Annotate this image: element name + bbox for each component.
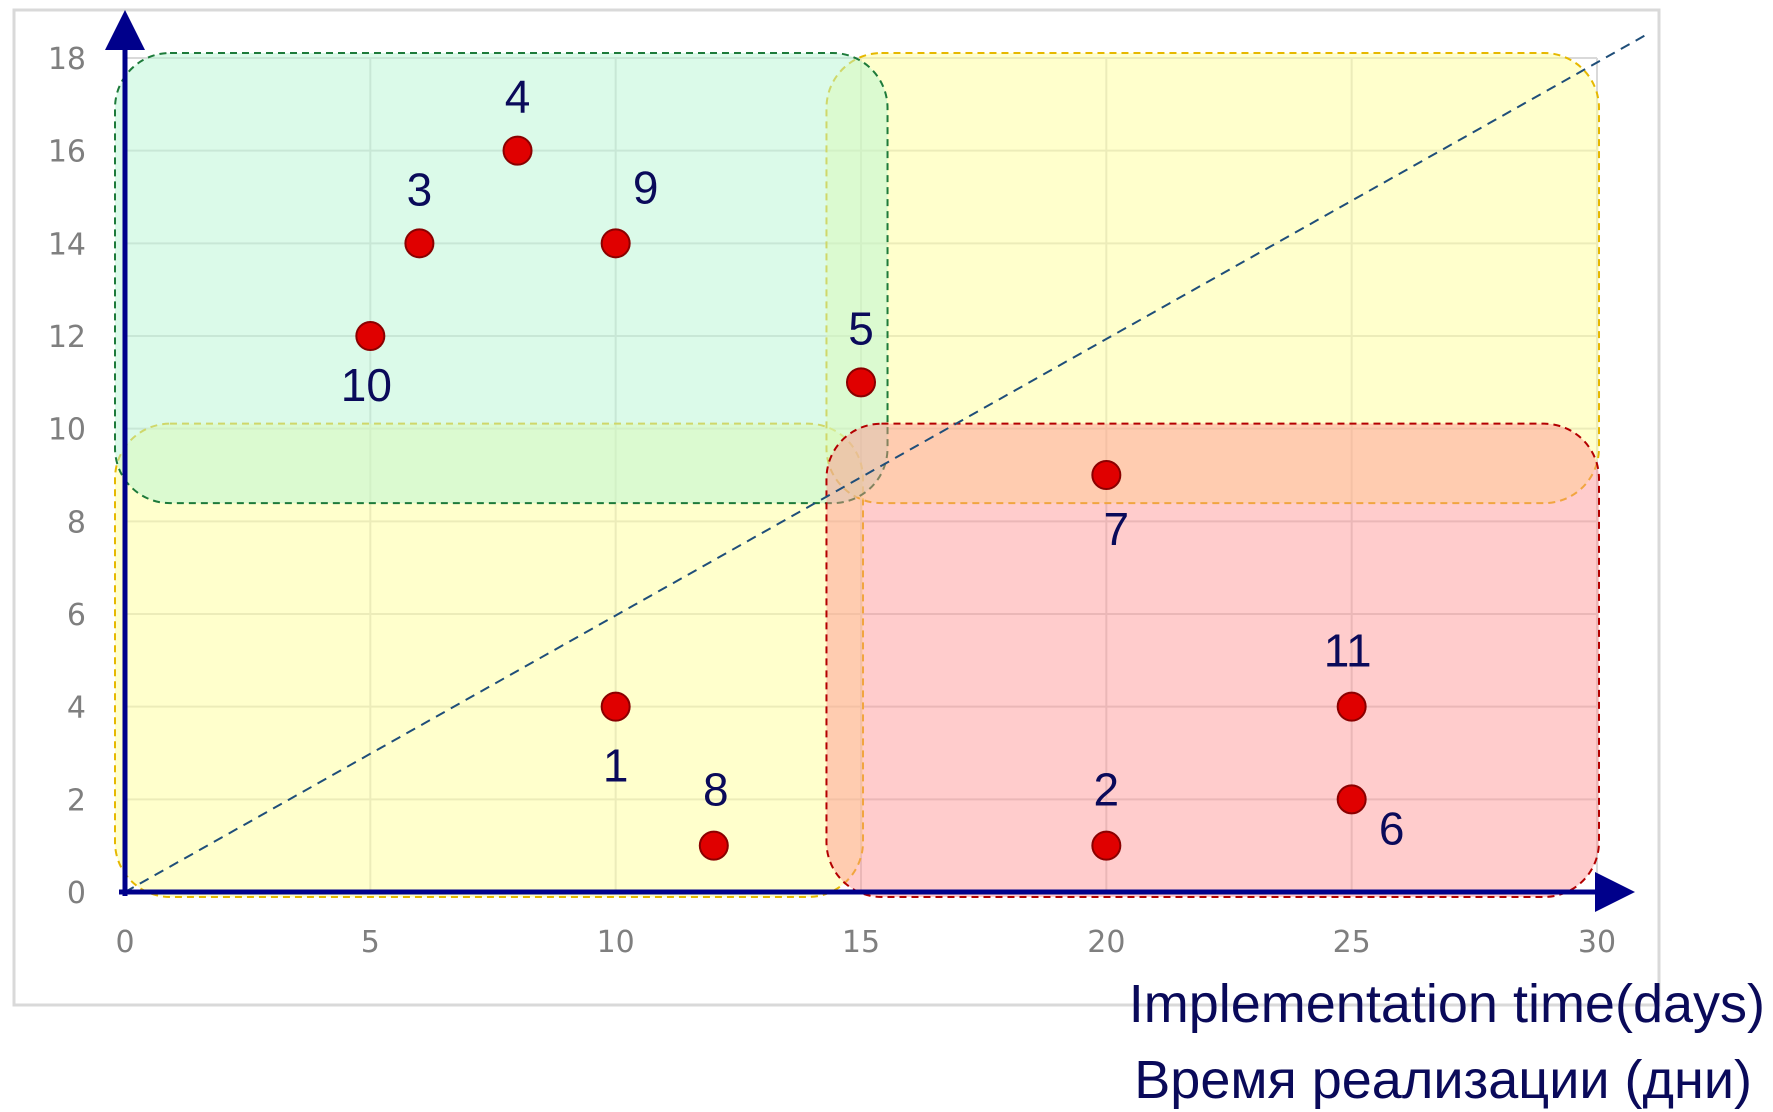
- data-points: [355, 135, 1367, 861]
- data-point-3: [404, 228, 435, 259]
- x-axis-title-line-1: Implementation time(days): [1129, 974, 1765, 1034]
- data-point-11: [1336, 691, 1367, 722]
- y-tick-label: 16: [48, 135, 86, 170]
- x-tick-label: 5: [361, 925, 380, 960]
- y-tick-label: 4: [67, 691, 86, 726]
- point-label-10: 10: [341, 359, 392, 411]
- point-labels: 1 2 3 4 5 6 7 8 9 10 11: [341, 71, 1405, 855]
- point-label-11: 11: [1324, 625, 1372, 677]
- diagonal-line: [124, 33, 1647, 893]
- data-point-9: [600, 228, 631, 259]
- zone-bottom-right: [825, 422, 1600, 898]
- zones: [114, 52, 1600, 898]
- point-label-9: 9: [633, 161, 659, 213]
- data-point-4: [502, 135, 533, 166]
- x-tick-label: 30: [1578, 925, 1616, 960]
- y-tick-label: 6: [67, 598, 86, 633]
- x-tick-label: 20: [1087, 925, 1125, 960]
- y-tick-label: 2: [67, 783, 86, 818]
- x-tick-label: 10: [597, 925, 635, 960]
- data-point-6: [1336, 784, 1367, 815]
- point-label-6: 6: [1379, 802, 1405, 854]
- data-point-2: [1091, 830, 1122, 861]
- y-tick-label: 10: [48, 413, 86, 448]
- y-tick-label: 14: [48, 227, 86, 262]
- x-axis-title-line-2: Время реализации (дни): [1134, 1050, 1752, 1110]
- data-point-7: [1091, 460, 1122, 490]
- x-axis-title: Implementation time(days) Время реализац…: [1129, 974, 1765, 1110]
- point-label-7: 7: [1104, 503, 1130, 555]
- point-label-1: 1: [603, 740, 629, 792]
- point-label-4: 4: [505, 71, 531, 123]
- y-tick-label: 18: [48, 42, 86, 77]
- data-point-8: [698, 830, 729, 861]
- point-label-5: 5: [848, 302, 874, 354]
- point-label-8: 8: [703, 764, 729, 816]
- x-tick-label: 25: [1333, 925, 1371, 960]
- diagonal-layer: [124, 33, 1647, 893]
- y-tick-label: 8: [67, 505, 86, 540]
- x-tick-label: 0: [115, 925, 134, 960]
- data-point-5: [846, 367, 876, 398]
- y-tick-label: 12: [48, 320, 86, 355]
- y-tick-label: 0: [67, 876, 86, 911]
- x-tick-label: 15: [842, 925, 880, 960]
- axes: [105, 10, 1635, 912]
- data-point-1: [600, 691, 631, 722]
- point-label-2: 2: [1094, 764, 1120, 816]
- data-point-10: [355, 321, 386, 351]
- zone-top-left: [114, 52, 889, 505]
- point-label-3: 3: [407, 163, 433, 215]
